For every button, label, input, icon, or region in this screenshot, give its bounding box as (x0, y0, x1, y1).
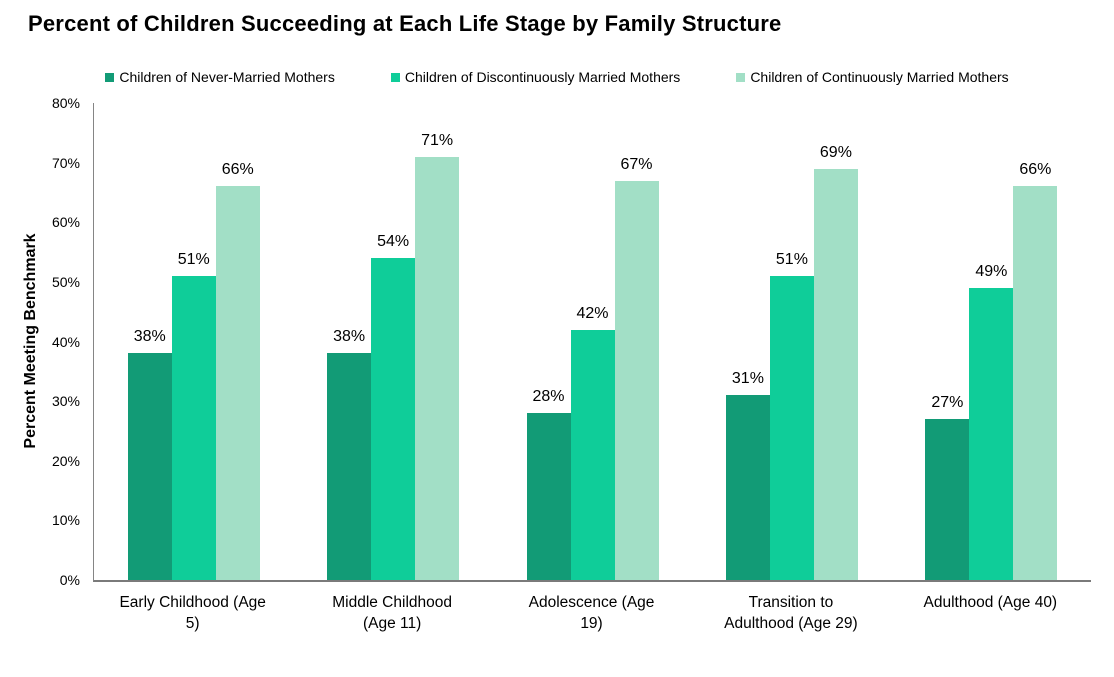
bar-value-label: 54% (377, 233, 410, 251)
chart-title: Percent of Children Succeeding at Each L… (28, 11, 782, 36)
bar-value-label: 67% (620, 155, 653, 173)
y-axis-tick-label: 50% (51, 273, 80, 290)
legend-item: Children of Discontinuously Married Moth… (390, 69, 681, 85)
bar: 38% (327, 328, 372, 580)
bar: 42% (570, 305, 615, 580)
y-axis-tick-label: 80% (51, 95, 80, 111)
bar: 38% (127, 328, 172, 580)
bar: 54% (371, 233, 416, 580)
y-axis-ticks: 0% 10% 20% 30% 40% 50% 60% 70% 80% (40, 96, 86, 587)
legend-label: Children of Never-Married Mothers (119, 69, 335, 85)
bar: 66% (215, 161, 260, 580)
y-axis-tick-label: 0% (59, 572, 80, 588)
bar-value-label: 31% (731, 370, 764, 388)
y-axis-tick-label: 60% (51, 214, 80, 231)
legend-swatch-icon (390, 72, 400, 82)
bar-value-label: 27% (931, 394, 964, 412)
bar: 69% (813, 144, 858, 580)
bar-value-label: 51% (775, 250, 808, 268)
x-axis-category-label: Early Childhood (Age 5) (119, 594, 266, 632)
y-axis-tick-label: 70% (51, 154, 80, 171)
bar-group: 31% 51% 69% (692, 103, 891, 580)
bar-value-label: 49% (975, 262, 1008, 280)
y-axis-tick-label: 40% (51, 333, 80, 350)
legend-item: Children of Never-Married Mothers (105, 69, 335, 85)
bar: 49% (969, 263, 1014, 580)
x-axis-category-label: Transition to Adulthood (Age 29) (724, 594, 858, 632)
chart-legend: Children of Never-Married Mothers Childre… (0, 69, 1114, 85)
bar-group: 27% 49% 66% (892, 103, 1091, 580)
bar: 51% (769, 251, 814, 580)
bar-value-label: 38% (133, 328, 166, 346)
legend-swatch-icon (105, 72, 115, 82)
bar: 67% (614, 156, 659, 580)
y-axis-tick-label: 20% (51, 452, 80, 469)
bar-value-label: 69% (819, 143, 852, 161)
x-axis-category-label: Adulthood (Age 40) (923, 594, 1058, 611)
plot-area: 38% 51% 66% 38% 54% 71% 28% 42% 67% 31% 51% 69% 27% 4… (93, 103, 1091, 582)
bar-value-label: 71% (421, 131, 454, 149)
bar: 27% (925, 394, 970, 580)
bar: 31% (725, 370, 770, 580)
legend-item: Children of Continuously Married Mothers (736, 69, 1009, 85)
legend-label: Children of Discontinuously Married Moth… (404, 69, 681, 85)
bar-value-label: 38% (333, 328, 366, 346)
bar-group: 28% 42% 67% (493, 103, 692, 580)
x-axis-category-label: Adolescence (Age 19) (528, 594, 655, 632)
bar-value-label: 66% (1019, 161, 1052, 179)
legend-swatch-icon (736, 72, 746, 82)
x-axis-labels: Early Childhood (Age 5) Middle Childhood … (93, 593, 1090, 635)
bar-value-label: 42% (576, 304, 609, 322)
bar: 28% (526, 388, 571, 580)
bar-group: 38% 54% 71% (293, 103, 492, 580)
bar: 51% (171, 251, 216, 580)
bar: 66% (1013, 161, 1058, 580)
y-axis-tick-label: 30% (51, 393, 80, 410)
bar: 71% (415, 132, 460, 580)
bar-value-label: 28% (532, 388, 565, 406)
x-axis-category-label: Middle Childhood (Age 11) (332, 594, 452, 632)
bar-value-label: 51% (177, 250, 210, 268)
plot-bars: 38% 51% 66% 38% 54% 71% 28% 42% 67% 31% 51% 69% 27% 4… (94, 103, 1091, 580)
bar-group: 38% 51% 66% (94, 103, 293, 580)
y-axis-title: Percent Meeting Benchmark (22, 233, 39, 449)
y-axis-tick-label: 10% (51, 512, 80, 529)
legend-label: Children of Continuously Married Mothers (750, 69, 1009, 85)
bar-value-label: 66% (221, 161, 254, 179)
